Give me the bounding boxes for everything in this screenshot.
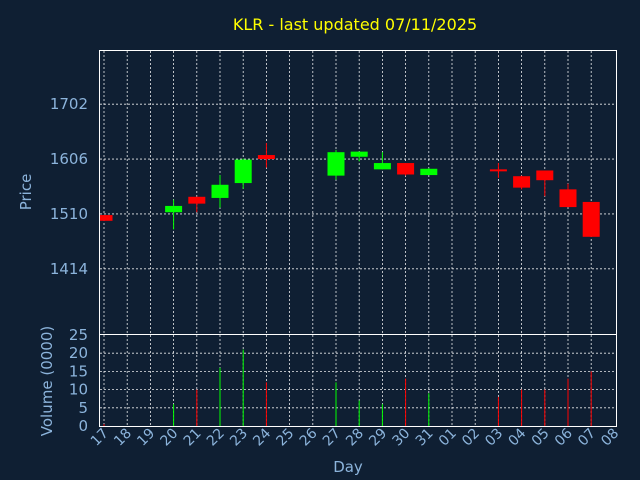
candle-body <box>165 205 183 213</box>
x-tick-label: 02 <box>459 426 483 450</box>
price-tick-label: 1414 <box>50 260 88 278</box>
x-tick-label: 18 <box>111 426 135 450</box>
price-y-ticks: 1414 1510 1606 1702 <box>50 95 88 278</box>
candle-body <box>559 189 577 208</box>
x-tick-label: 19 <box>134 426 158 450</box>
price-tick-label: 1510 <box>50 205 88 223</box>
volume-tick-label: 0 <box>78 417 88 435</box>
candle-body <box>420 168 438 176</box>
candle-body <box>582 201 600 237</box>
x-tick-label: 04 <box>506 425 530 449</box>
x-tick-label: 29 <box>366 426 390 450</box>
chart-title: KLR - last updated 07/11/2025 <box>233 15 477 34</box>
candle-body <box>100 215 113 221</box>
candle-body <box>536 170 554 181</box>
candle-body <box>489 169 507 172</box>
candle-body <box>257 155 275 160</box>
candle-body <box>188 196 206 204</box>
x-tick-label: 23 <box>227 426 251 450</box>
volume-tick-label: 10 <box>69 381 88 399</box>
volume-bars <box>103 349 592 426</box>
candle-body <box>397 163 415 175</box>
x-tick-label: 08 <box>598 426 622 450</box>
candle-body <box>211 184 229 198</box>
volume-tick-label: 20 <box>69 344 88 362</box>
price-tick-label: 1702 <box>50 95 88 113</box>
volume-tick-label: 15 <box>69 362 88 380</box>
candle-body <box>327 152 345 176</box>
x-tick-label: 31 <box>413 426 437 450</box>
x-tick-label: 22 <box>204 426 228 450</box>
x-tick-label: 30 <box>390 426 414 450</box>
x-tick-label: 25 <box>274 426 298 450</box>
x-tick-label: 24 <box>250 425 274 449</box>
x-axis-ticks: 17 18 19 20 21 22 23 24 25 26 27 28 29 30 31 01 02 03 04 05… <box>88 425 622 449</box>
x-tick-label: 20 <box>158 426 182 450</box>
candle-body <box>234 159 252 184</box>
x-tick-label: 21 <box>181 426 205 450</box>
x-tick-label: 01 <box>436 426 460 450</box>
price-panel: 1414 1510 1606 1702 Price <box>17 50 617 335</box>
volume-gridlines <box>100 335 616 426</box>
price-gridlines <box>100 51 616 334</box>
price-tick-label: 1606 <box>50 150 88 168</box>
x-tick-label: 17 <box>88 426 112 450</box>
volume-tick-label: 25 <box>69 326 88 344</box>
x-tick-label: 07 <box>575 426 599 450</box>
x-tick-label: 06 <box>552 425 576 449</box>
candles <box>100 143 600 237</box>
volume-tick-label: 5 <box>78 399 88 417</box>
x-tick-label: 05 <box>529 426 553 450</box>
x-tick-label: 03 <box>482 426 506 450</box>
price-axis-label: Price <box>17 174 35 211</box>
candle-body <box>350 151 368 157</box>
x-tick-label: 28 <box>343 426 367 450</box>
x-axis-label: Day <box>333 458 363 476</box>
price-plot-frame <box>99 50 617 335</box>
candle-body <box>373 163 391 170</box>
volume-plot-frame <box>99 334 617 427</box>
candle-body <box>513 176 531 188</box>
volume-axis-label: Volume (0000) <box>38 326 56 436</box>
x-tick-label: 26 <box>297 425 321 449</box>
x-tick-label: 27 <box>320 426 344 450</box>
